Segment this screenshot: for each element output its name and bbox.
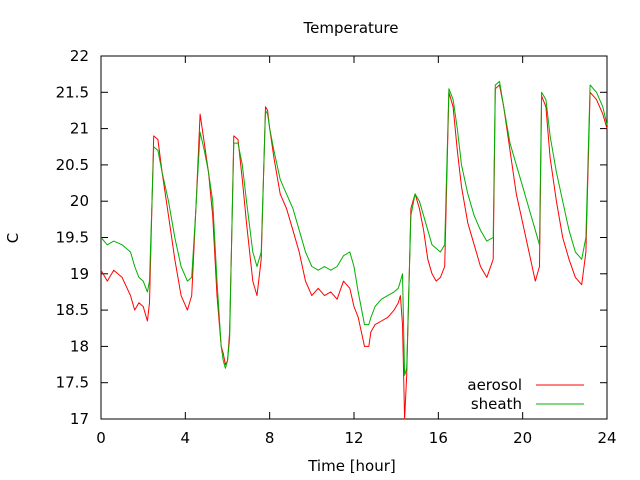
x-tick-label: 8 — [265, 429, 275, 447]
y-tick-label: 21 — [70, 120, 89, 138]
x-tick-label: 16 — [429, 429, 448, 447]
plot-frame — [100, 55, 608, 420]
y-tick-label: 17.5 — [56, 374, 89, 392]
y-tick-label: 18.5 — [56, 301, 89, 319]
y-tick-label: 22 — [70, 47, 89, 65]
y-tick-label: 17 — [70, 410, 89, 428]
x-tick-label: 20 — [513, 429, 532, 447]
y-tick-label: 20 — [70, 192, 89, 210]
y-axis: 17 17.5 18 18.5 19 19.5 20 20.5 21 21.5 22 — [56, 47, 607, 428]
y-tick-label: 19.5 — [56, 229, 89, 247]
x-tick-label: 0 — [96, 429, 106, 447]
x-tick-label: 24 — [597, 429, 616, 447]
y-axis-label: C — [4, 233, 22, 243]
x-axis-label: Time [hour] — [307, 457, 396, 475]
legend-label-aerosol: aerosol — [467, 376, 522, 394]
y-tick-label: 18 — [70, 337, 89, 355]
x-tick-label: 12 — [344, 429, 363, 447]
series-line-sheath — [100, 80, 608, 376]
legend-label-sheath: sheath — [471, 395, 522, 413]
y-tick-label: 21.5 — [56, 83, 89, 101]
x-tick-label: 4 — [181, 429, 191, 447]
x-axis: 0 4 8 12 16 20 24 — [96, 56, 617, 447]
series-line-aerosol — [100, 84, 608, 420]
chart-title: Temperature — [302, 19, 398, 37]
y-tick-label: 20.5 — [56, 156, 89, 174]
y-tick-label: 19 — [70, 265, 89, 283]
plot-border — [100, 55, 608, 420]
series-lines — [100, 80, 608, 420]
